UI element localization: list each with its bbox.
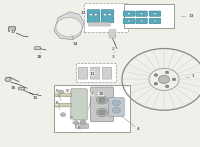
FancyBboxPatch shape xyxy=(75,124,89,128)
Text: 14: 14 xyxy=(72,34,78,46)
Bar xyxy=(76,63,116,82)
Text: 8: 8 xyxy=(78,123,80,130)
Text: 6: 6 xyxy=(56,101,60,110)
FancyBboxPatch shape xyxy=(109,98,124,116)
Circle shape xyxy=(58,90,64,94)
Circle shape xyxy=(154,13,156,15)
Circle shape xyxy=(128,20,130,22)
FancyBboxPatch shape xyxy=(149,11,161,16)
Circle shape xyxy=(94,14,97,16)
Circle shape xyxy=(99,110,105,115)
Circle shape xyxy=(108,14,111,16)
FancyBboxPatch shape xyxy=(136,18,147,24)
FancyBboxPatch shape xyxy=(149,18,161,24)
Text: 4: 4 xyxy=(122,116,139,131)
Circle shape xyxy=(158,75,170,83)
Text: 7: 7 xyxy=(88,92,93,110)
Circle shape xyxy=(5,77,11,82)
Circle shape xyxy=(128,13,130,15)
Circle shape xyxy=(140,20,143,22)
Text: 16: 16 xyxy=(10,84,17,90)
FancyBboxPatch shape xyxy=(35,47,40,50)
Circle shape xyxy=(60,113,66,117)
FancyBboxPatch shape xyxy=(57,103,71,107)
Polygon shape xyxy=(54,12,84,40)
Circle shape xyxy=(103,14,107,16)
Circle shape xyxy=(165,85,169,88)
Text: 15: 15 xyxy=(32,93,38,101)
Circle shape xyxy=(154,82,158,85)
FancyBboxPatch shape xyxy=(57,93,71,97)
FancyBboxPatch shape xyxy=(78,67,88,79)
Circle shape xyxy=(112,100,120,106)
Text: 10: 10 xyxy=(98,92,104,104)
FancyBboxPatch shape xyxy=(71,89,87,120)
Bar xyxy=(84,3,128,32)
Text: 5: 5 xyxy=(56,89,61,101)
Circle shape xyxy=(89,14,93,16)
Text: 13: 13 xyxy=(181,14,194,18)
Text: 9: 9 xyxy=(66,89,68,97)
Text: 18: 18 xyxy=(36,52,42,59)
FancyBboxPatch shape xyxy=(89,22,110,26)
Circle shape xyxy=(99,98,105,102)
Bar xyxy=(124,4,174,28)
FancyBboxPatch shape xyxy=(101,10,114,23)
FancyBboxPatch shape xyxy=(90,67,100,79)
FancyBboxPatch shape xyxy=(136,11,147,16)
FancyBboxPatch shape xyxy=(90,87,114,122)
Text: 1: 1 xyxy=(186,74,194,78)
FancyBboxPatch shape xyxy=(87,10,100,23)
Circle shape xyxy=(54,93,60,97)
Circle shape xyxy=(154,74,158,76)
Bar xyxy=(54,85,130,132)
Text: 11: 11 xyxy=(89,71,95,76)
Circle shape xyxy=(80,120,86,125)
Circle shape xyxy=(140,13,143,15)
FancyBboxPatch shape xyxy=(19,87,24,90)
FancyBboxPatch shape xyxy=(102,67,112,79)
Circle shape xyxy=(172,78,176,81)
Text: 2: 2 xyxy=(112,43,115,51)
FancyBboxPatch shape xyxy=(123,18,135,24)
Circle shape xyxy=(154,20,156,22)
Circle shape xyxy=(73,121,79,125)
Circle shape xyxy=(56,18,82,37)
Text: 12: 12 xyxy=(80,11,88,18)
Text: 17: 17 xyxy=(10,30,17,37)
Circle shape xyxy=(96,108,108,117)
Circle shape xyxy=(54,103,60,107)
Text: 3: 3 xyxy=(112,51,115,59)
FancyBboxPatch shape xyxy=(8,27,16,31)
Circle shape xyxy=(112,107,120,113)
Circle shape xyxy=(165,71,169,74)
Text: 9: 9 xyxy=(70,116,73,123)
FancyBboxPatch shape xyxy=(123,11,135,16)
FancyBboxPatch shape xyxy=(109,30,116,38)
Circle shape xyxy=(96,96,108,104)
